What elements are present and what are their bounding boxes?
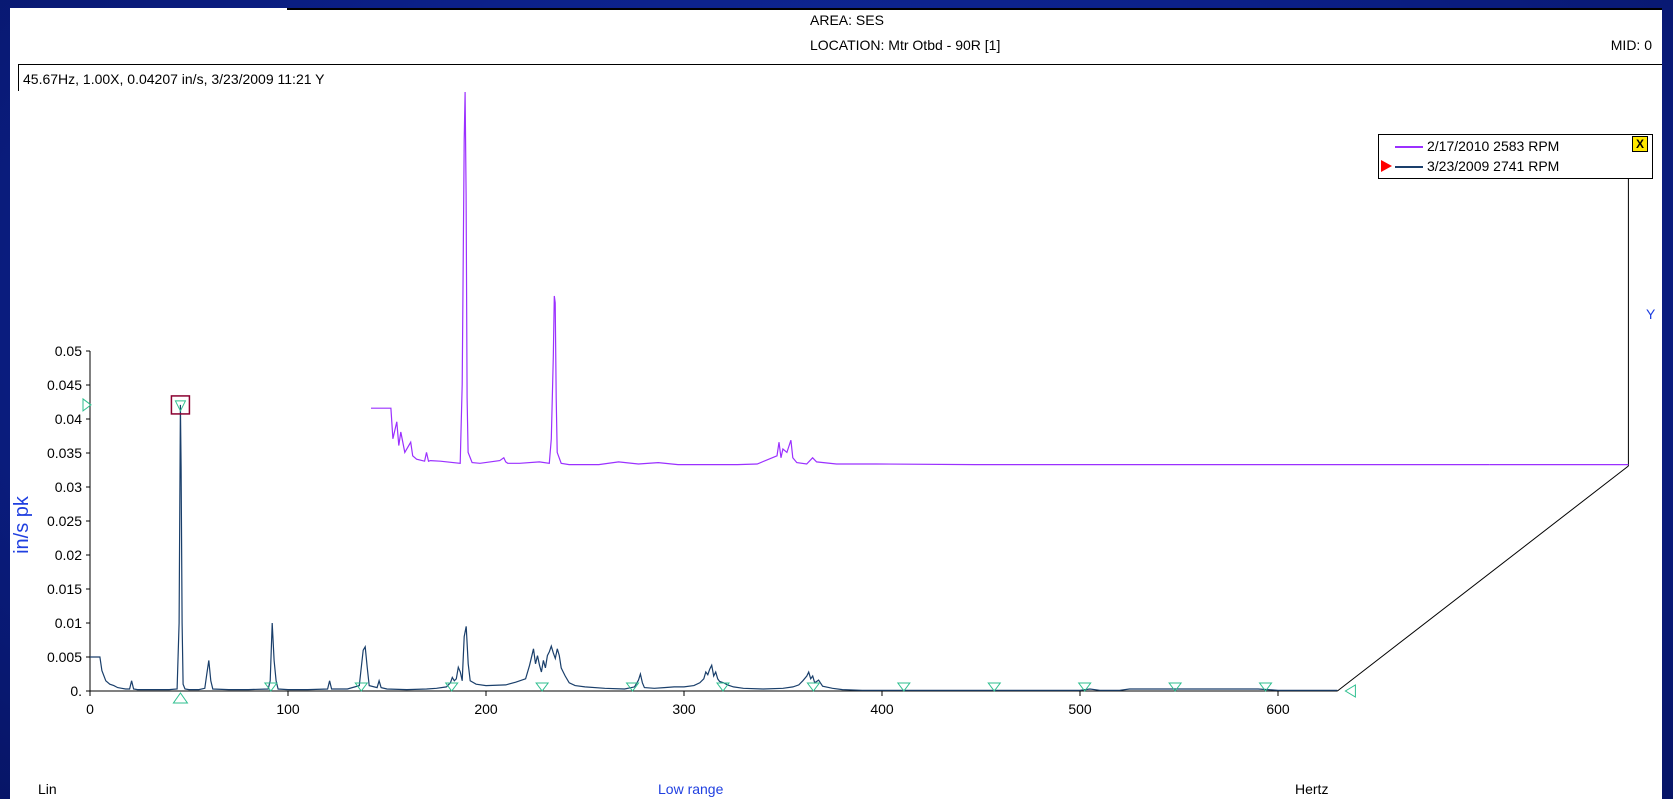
spectrum-plot-window: AREA: SES LOCATION: Mtr Otbd - 90R [1] M… <box>10 8 1662 799</box>
harmonic-marker-icon <box>444 682 459 692</box>
y-tick-label: 0.015 <box>47 581 82 597</box>
x-tick-label: 600 <box>1266 701 1290 717</box>
legend: 2/17/2010 2583 RPM 3/23/2009 2741 RPM X <box>1378 134 1653 179</box>
harmonic-marker-icon <box>715 682 730 692</box>
series-line-2010 <box>371 91 1490 466</box>
harmonic-marker-icon <box>896 682 911 692</box>
legend-swatch <box>1395 166 1423 168</box>
y-tick-label: 0.01 <box>55 615 82 631</box>
y-tick-label: 0.04 <box>55 411 82 427</box>
legend-label: 3/23/2009 2741 RPM <box>1427 158 1560 174</box>
harmonic-marker-icon <box>987 682 1002 692</box>
y-tick-label: 0.05 <box>55 343 82 359</box>
depth-axis-line <box>1337 465 1629 692</box>
x-tick-label: 100 <box>276 701 300 717</box>
x-tick-label: 0 <box>86 701 94 717</box>
y-tick-label: 0.02 <box>55 547 82 563</box>
mid-label: MID: 0 <box>1610 37 1652 53</box>
x-unit-label: Hertz <box>1295 781 1329 797</box>
harmonic-marker-icon <box>806 682 821 692</box>
harmonic-marker-icon <box>1258 682 1273 692</box>
x-tick-label: 500 <box>1068 701 1092 717</box>
y-tick-label: 0.045 <box>47 377 82 393</box>
active-trace-marker-icon <box>1381 160 1392 172</box>
range-end-marker-icon <box>1344 684 1356 698</box>
x-tick-label: 400 <box>870 701 894 717</box>
y-cursor-marker-icon <box>82 397 92 412</box>
cursor-readout: 45.67Hz, 1.00X, 0.04207 in/s, 3/23/2009 … <box>23 71 325 87</box>
harmonic-marker-icon <box>263 682 278 692</box>
y-tick-label: 0.03 <box>55 479 82 495</box>
harmonic-marker-icon <box>1168 682 1183 692</box>
harmonic-marker-icon <box>1077 682 1092 692</box>
cursor-marker-icon <box>174 400 187 413</box>
harmonic-marker-icon <box>354 682 369 692</box>
legend-item-2010[interactable]: 2/17/2010 2583 RPM <box>1381 137 1649 155</box>
header-rule <box>287 8 1662 10</box>
series-line-2009 <box>90 404 1338 691</box>
cursor-axis-marker-icon <box>172 692 189 704</box>
cursor-box-icon <box>170 395 191 415</box>
y-tick-label: 0. <box>70 683 82 699</box>
legend-item-2009[interactable]: 3/23/2009 2741 RPM <box>1381 157 1649 175</box>
harmonic-marker-icon <box>535 682 550 692</box>
z-axis-label: Y <box>1646 306 1656 322</box>
range-label: Low range <box>658 781 724 797</box>
location-label: LOCATION: Mtr Otbd - 90R [1] <box>810 37 1001 53</box>
harmonic-marker-icon <box>625 682 640 692</box>
x-tick-label: 200 <box>474 701 498 717</box>
scale-mode-label: Lin <box>38 781 57 797</box>
area-label: AREA: SES <box>810 12 884 28</box>
legend-swatch <box>1395 146 1423 148</box>
y-tick-label: 0.005 <box>47 649 82 665</box>
y-axis-title: in/s pk <box>11 495 33 554</box>
y-tick-label: 0.035 <box>47 445 82 461</box>
x-tick-label: 300 <box>672 701 696 717</box>
y-tick-label: 0.025 <box>47 513 82 529</box>
waterfall-spectrum-chart[interactable]: 0. 0.005 0.01 0.015 0.02 0.025 0.03 0.035 0.04 0.… <box>10 8 1662 799</box>
legend-label: 2/17/2010 2583 RPM <box>1427 138 1560 154</box>
cursor-readout-box: 45.67Hz, 1.00X, 0.04207 in/s, 3/23/2009 … <box>18 64 1662 91</box>
close-icon[interactable]: X <box>1632 136 1648 152</box>
